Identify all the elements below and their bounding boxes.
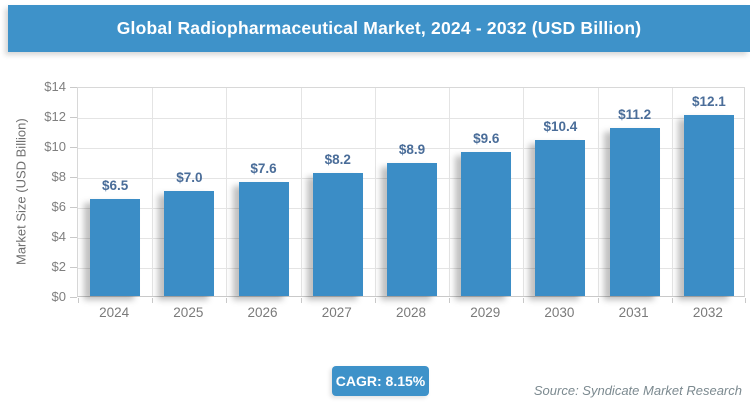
y-tick-mark [70,207,77,208]
x-label-2028: 2028 [395,305,426,320]
bar-2031 [609,128,660,296]
x-label-2030: 2030 [544,305,575,320]
value-label-2030: $10.4 [543,119,578,134]
y-tick-mark [70,237,77,238]
y-tick-mark [70,267,77,268]
y-tick-label: $10 [44,139,66,154]
bar-2028 [387,162,437,296]
x-tick-mark [449,298,451,303]
x-label-2025: 2025 [173,305,204,320]
horizontal-gridline [78,148,744,149]
value-label-2031: $11.2 [618,107,652,122]
horizontal-gridline [78,118,744,119]
x-label-2024: 2024 [99,305,130,320]
cagr-label: CAGR: 8.15% [335,373,426,389]
x-tick-mark [745,298,746,303]
x-label-2026: 2026 [247,305,278,320]
value-label-2027: $8.2 [324,152,351,167]
value-label-2028: $8.9 [398,141,426,157]
x-tick-mark [523,298,525,303]
y-tick-label: $2 [51,259,66,274]
chart-title: Global Radiopharmaceutical Market, 2024 … [116,18,642,38]
y-tick-mark [70,147,77,148]
cagr-badge: CAGR: 8.15% [332,366,429,396]
y-tick-label: $6 [51,199,66,214]
y-tick-mark [70,177,77,178]
x-tick-mark [300,298,302,303]
vertical-gridline [597,88,599,296]
bar-2025 [164,191,215,296]
x-label-2031: 2031 [618,305,649,320]
vertical-gridline [523,88,525,296]
vertical-gridline [300,88,302,296]
value-label-2026: $7.6 [250,161,277,176]
bar-2027 [312,173,363,296]
x-label-2032: 2032 [692,305,723,320]
x-axis: 2024 2025 2026 2027 2028 2029 2030 2031 2032 [77,305,745,325]
y-tick-label: $14 [44,79,66,94]
x-tick-mark [152,298,154,303]
vertical-gridline [449,88,451,296]
value-label-2032: $12.1 [691,93,726,109]
y-axis: $0 $2 $4 $6 $8 $10 $12 $14 [0,79,77,304]
value-label-2029: $9.6 [473,131,500,146]
vertical-gridline [226,88,228,296]
bar-2032 [683,114,734,296]
y-tick-label: $0 [51,289,66,304]
x-tick-mark [671,298,673,303]
x-tick-mark [226,298,228,303]
y-tick-mark [70,117,77,118]
bar-2024 [90,198,141,296]
value-label-2025: $7.0 [176,170,203,185]
plot-area: $6.5 $7.0 $7.6 $8.2 $8.9 $9.6 $10.4 $11.2 $12.1 [77,87,746,303]
chart-title-bar: Global Radiopharmaceutical Market, 2024 … [8,5,750,52]
bar-2030 [535,140,586,296]
y-tick-label: $4 [51,229,66,244]
x-label-2029: 2029 [470,305,501,320]
y-tick-mark [70,87,77,88]
bar-2026 [238,182,289,296]
bar-2029 [461,152,512,296]
x-tick-mark [374,298,376,303]
value-label-2024: $6.5 [101,177,129,193]
x-tick-mark [78,298,79,303]
vertical-gridline [374,88,376,296]
source-credit: Source: Syndicate Market Research [533,383,742,398]
vertical-gridline [671,88,673,296]
y-tick-label: $8 [51,169,66,184]
y-tick-label: $12 [44,109,66,124]
x-label-2027: 2027 [321,305,352,320]
vertical-gridline [152,88,154,296]
y-tick-mark [70,297,77,298]
x-tick-mark [597,298,599,303]
